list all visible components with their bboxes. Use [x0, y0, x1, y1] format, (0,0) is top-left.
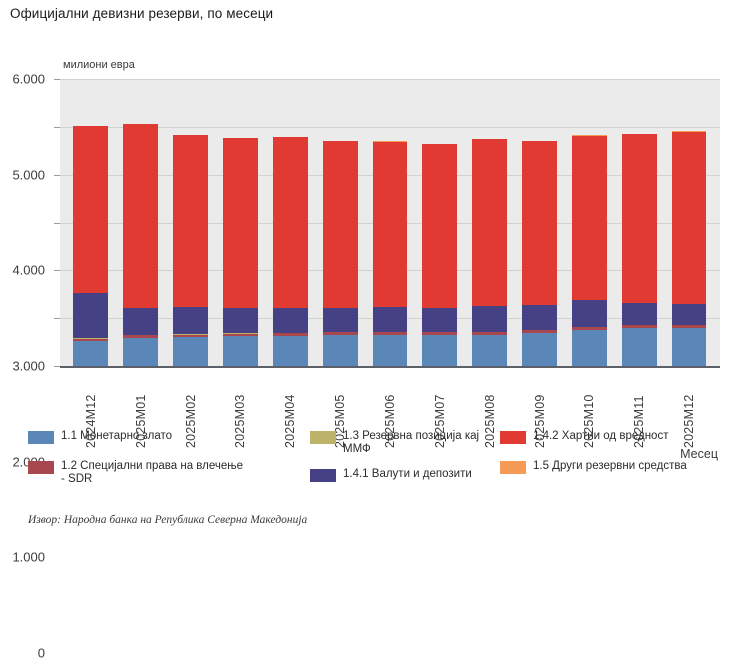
- legend-swatch: [28, 461, 54, 474]
- legend-swatch: [500, 461, 526, 474]
- y-axis-tick-label: 5.000: [12, 167, 45, 182]
- legend-label: 1.4.2 Хартии од вредност: [533, 430, 668, 443]
- bar-segment[interactable]: [472, 335, 507, 366]
- bar-segment[interactable]: [572, 330, 607, 366]
- bar-slot: [166, 79, 216, 366]
- bar-segment[interactable]: [522, 141, 557, 305]
- bar-segment[interactable]: [622, 328, 657, 366]
- bar-segment[interactable]: [73, 126, 108, 293]
- bar-segment[interactable]: [373, 307, 408, 331]
- bar-segment[interactable]: [123, 308, 158, 336]
- bar-slot: [415, 79, 465, 366]
- bar-segment[interactable]: [622, 303, 657, 325]
- legend-swatch: [500, 431, 526, 444]
- bar-slot: [664, 79, 714, 366]
- bar-segment[interactable]: [123, 124, 158, 307]
- legend-swatch: [310, 469, 336, 482]
- stacked-bar[interactable]: [472, 139, 507, 366]
- bar-slot: [365, 79, 415, 366]
- bar-segment[interactable]: [223, 138, 258, 308]
- bar-segment[interactable]: [73, 293, 108, 338]
- bar-segment[interactable]: [273, 137, 308, 307]
- bar-slot: [515, 79, 565, 366]
- bar-segment[interactable]: [522, 333, 557, 366]
- bar-group: [60, 79, 720, 366]
- y-axis-tick-label: 3.000: [12, 359, 45, 374]
- stacked-bar[interactable]: [323, 141, 358, 366]
- gridline: [60, 366, 720, 367]
- bar-slot: [315, 79, 365, 366]
- legend-label: 1.4.1 Валути и депозити: [343, 468, 472, 481]
- bar-segment[interactable]: [572, 136, 607, 300]
- bar-segment[interactable]: [73, 341, 108, 366]
- bar-slot: [564, 79, 614, 366]
- bar-segment[interactable]: [223, 308, 258, 333]
- bar-segment[interactable]: [522, 305, 557, 329]
- bar-segment[interactable]: [173, 135, 208, 307]
- legend-label: 1.1 Монетарно злато: [61, 430, 172, 443]
- bar-segment[interactable]: [223, 336, 258, 366]
- legend-item[interactable]: 1.5 Други резервни средства: [500, 460, 715, 474]
- bar-slot: [265, 79, 315, 366]
- bar-segment[interactable]: [472, 306, 507, 332]
- legend-item[interactable]: 1.2 Специјални права на влечење - SDR: [28, 460, 248, 486]
- stacked-bar-chart: милиони евра 01.0002.0003.0004.0005.0006…: [0, 46, 730, 421]
- bar-segment[interactable]: [672, 132, 707, 304]
- bar-segment[interactable]: [472, 139, 507, 306]
- y-axis-tick-label: 4.000: [12, 263, 45, 278]
- bar-segment[interactable]: [672, 304, 707, 325]
- legend-label: 1.2 Специјални права на влечење - SDR: [61, 460, 248, 486]
- y-axis-tick-label: 6.000: [12, 72, 45, 87]
- bar-segment[interactable]: [173, 337, 208, 366]
- page-title: Официјални девизни резерви, по месеци: [10, 6, 273, 21]
- stacked-bar[interactable]: [522, 141, 557, 366]
- stacked-bar[interactable]: [422, 144, 457, 366]
- y-axis-unit-label: милиони евра: [63, 59, 135, 71]
- legend-item[interactable]: 1.4.2 Хартии од вредност: [500, 430, 715, 444]
- bar-segment[interactable]: [273, 336, 308, 366]
- y-axis-tick-label: 0: [38, 646, 45, 661]
- bar-segment[interactable]: [422, 144, 457, 308]
- legend-swatch: [310, 431, 336, 444]
- bar-segment[interactable]: [622, 134, 657, 303]
- bar-segment[interactable]: [422, 308, 457, 332]
- bar-segment[interactable]: [323, 141, 358, 307]
- legend-label: 1.3 Резервна позиција кај ММФ: [343, 430, 495, 456]
- stacked-bar[interactable]: [173, 135, 208, 366]
- bar-segment[interactable]: [422, 335, 457, 366]
- bar-segment[interactable]: [323, 335, 358, 366]
- y-axis-tick: 0: [54, 366, 60, 367]
- stacked-bar[interactable]: [672, 131, 707, 366]
- legend-item[interactable]: 1.3 Резервна позиција кај ММФ: [310, 430, 495, 456]
- bar-segment[interactable]: [273, 308, 308, 333]
- legend-item[interactable]: 1.4.1 Валути и депозити: [310, 468, 495, 482]
- legend-label: 1.5 Други резервни средства: [533, 460, 687, 473]
- stacked-bar[interactable]: [373, 141, 408, 366]
- chart-legend: 1.1 Монетарно злато 1.2 Специјални права …: [20, 428, 720, 500]
- stacked-bar[interactable]: [73, 126, 108, 366]
- y-axis-tick-label: 1.000: [12, 550, 45, 565]
- bar-segment[interactable]: [572, 300, 607, 327]
- legend-item[interactable]: 1.1 Монетарно злато: [28, 430, 248, 444]
- stacked-bar[interactable]: [572, 135, 607, 366]
- stacked-bar[interactable]: [123, 124, 158, 366]
- bar-slot: [614, 79, 664, 366]
- bar-segment[interactable]: [373, 335, 408, 366]
- stacked-bar[interactable]: [223, 138, 258, 366]
- bar-slot: [465, 79, 515, 366]
- stacked-bar[interactable]: [622, 134, 657, 366]
- bar-slot: [216, 79, 266, 366]
- bar-slot: [66, 79, 116, 366]
- stacked-bar[interactable]: [273, 137, 308, 366]
- bar-segment[interactable]: [123, 338, 158, 366]
- bar-segment[interactable]: [373, 142, 408, 308]
- source-note: Извор: Народна банка на Република Северн…: [28, 514, 307, 526]
- bar-slot: [116, 79, 166, 366]
- bar-segment[interactable]: [672, 328, 707, 366]
- bar-segment[interactable]: [173, 307, 208, 334]
- bar-segment[interactable]: [323, 308, 358, 332]
- legend-swatch: [28, 431, 54, 444]
